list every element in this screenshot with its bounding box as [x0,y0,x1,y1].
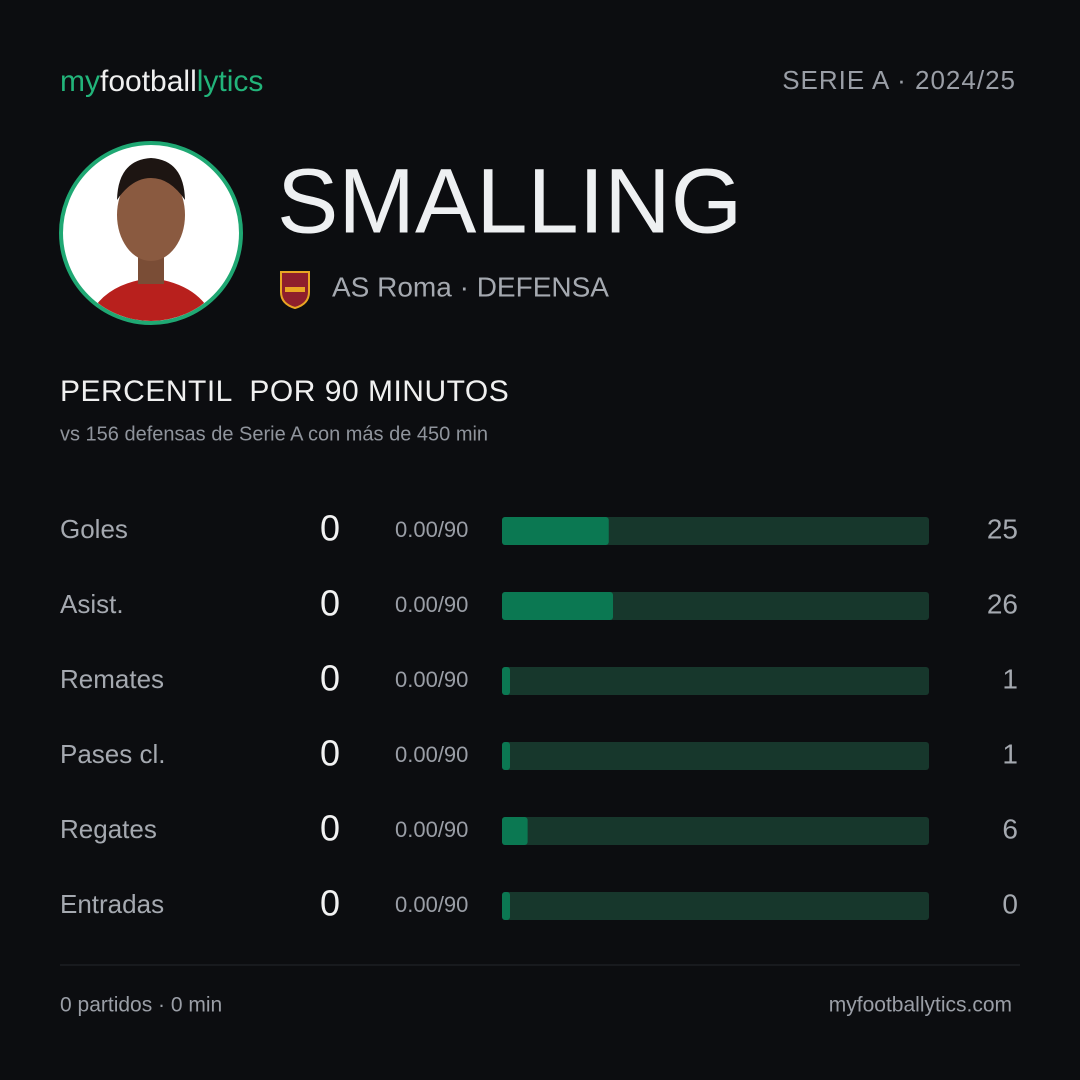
stat-label: Asist. [60,589,124,619]
stat-label: Regates [60,814,157,844]
footer-right: myfootballytics.com [829,994,1012,1017]
club-logo [280,271,310,310]
stat-value: 0 [320,733,340,774]
percentile-label: 26 [987,588,1018,619]
player-photo [59,141,243,325]
player-name: SMALLING [277,150,742,252]
percentile-label: 0 [1002,888,1018,919]
stat-label: Pases cl. [60,739,166,769]
footer-left: 0 partidos · 0 min [60,994,222,1017]
stat-value: 0 [320,508,340,549]
brand: myfootballlytics [60,65,263,98]
hair [117,158,185,200]
stat-value: 0 [320,883,340,924]
percentile-label: 1 [1002,738,1018,769]
bar [502,892,510,920]
section-subtitle: vs 156 defensas de Serie A con más de 45… [60,423,488,445]
player-info: AS Roma · DEFENSA [332,271,609,302]
percentile-label: 25 [987,513,1018,544]
per90: 0.00/90 [395,817,468,842]
face [117,169,185,261]
bar-track [502,742,929,770]
brand-my: my [60,65,100,98]
bar-track [502,892,929,920]
per90: 0.00/90 [395,592,468,617]
bar [502,667,510,695]
brand-football: football [100,65,197,98]
bar [502,517,609,545]
bar [502,817,528,845]
brand-lytics: lytics [197,65,264,98]
per90: 0.00/90 [395,742,468,767]
per90: 0.00/90 [395,892,468,917]
stat-value: 0 [320,808,340,849]
stat-label: Entradas [60,889,164,919]
stat-value: 0 [320,658,340,699]
stat-value: 0 [320,583,340,624]
stat-label: Goles [60,514,128,544]
bar-track [502,817,929,845]
section-title: PERCENTIL POR 90 MINUTOS [60,375,509,408]
per90: 0.00/90 [395,667,468,692]
league: SERIE A · 2024/25 [782,65,1016,95]
bar [502,742,510,770]
bar [502,592,614,620]
percentile-label: 1 [1002,663,1018,694]
per90: 0.00/90 [395,517,468,542]
bar-track [502,667,929,695]
stat-rows: Goles 0 0.00/90 25 Asist. 0 0.00/90 26 Remates 0 0… [60,508,1018,924]
percentile-label: 6 [1002,813,1018,844]
stat-label: Remates [60,664,164,694]
